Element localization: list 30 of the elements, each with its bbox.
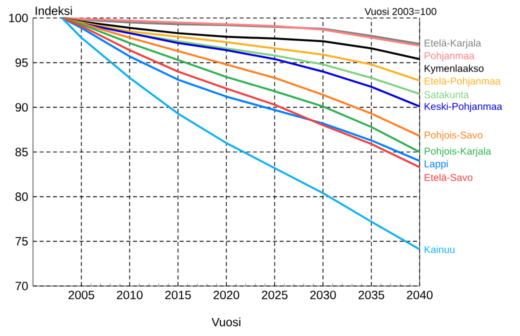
- x-tick-label: 2030: [310, 290, 336, 300]
- line-series: [61, 17, 421, 250]
- series-label: Etelä-Karjala: [424, 39, 482, 49]
- x-tick-label: 2010: [116, 290, 143, 300]
- y-axis-title: Indeksi: [36, 6, 72, 16]
- series-label: Etelä-Savo: [424, 174, 472, 182]
- x-axis-title: Vuosi: [212, 318, 240, 326]
- series-label: Etelä-Pohjanmaa: [424, 77, 501, 87]
- series-label: Pohjois-Karjala: [424, 147, 492, 157]
- series-label: Kymenlaakso: [424, 64, 484, 74]
- y-tick-label: 100: [9, 14, 28, 22]
- series-label: Keski-Pohjanmaa: [424, 102, 502, 112]
- series-label: Lappi: [424, 160, 448, 170]
- y-tick-label: 95: [16, 58, 28, 67]
- x-tick-label: 2025: [262, 290, 288, 300]
- chart-subtitle: Vuosi 2003=100: [364, 8, 436, 16]
- x-tick-label: 2040: [406, 290, 433, 300]
- y-tick-label: 85: [15, 148, 28, 156]
- x-tick-label: 2015: [165, 290, 191, 300]
- y-tick-label: 75: [16, 237, 28, 246]
- y-tick-label: 80: [15, 192, 28, 201]
- series-label: Satakunta: [424, 90, 469, 98]
- y-tick-label: 90: [16, 103, 28, 112]
- series-label: Pohjanmaa: [424, 52, 475, 62]
- series-label: Pohjois-Savo: [424, 131, 482, 141]
- x-tick-label: 2005: [68, 290, 94, 300]
- x-tick-label: 2020: [214, 290, 240, 300]
- x-tick-label: 2035: [358, 290, 384, 300]
- y-tick-label: 70: [16, 282, 28, 290]
- series-label: Kainuu: [424, 246, 454, 254]
